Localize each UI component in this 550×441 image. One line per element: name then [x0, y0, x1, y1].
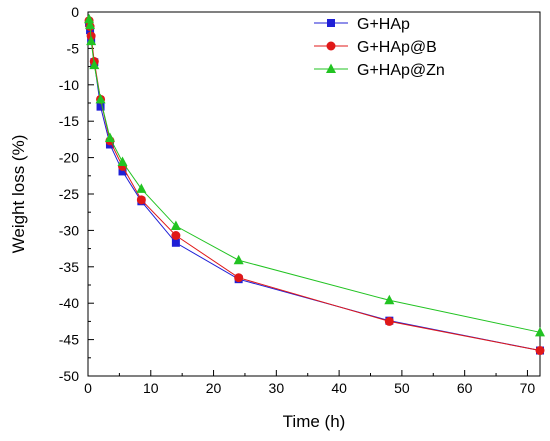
legend-marker [326, 41, 336, 51]
data-point [117, 156, 128, 166]
y-tick-label: -5 [67, 40, 80, 56]
y-tick-label: -50 [59, 368, 79, 384]
data-point [84, 13, 95, 24]
data-point [136, 195, 146, 205]
plot-frame [87, 11, 541, 377]
y-tick-label: -25 [59, 186, 79, 202]
y-tick-label: -30 [59, 222, 79, 238]
y-axis-title: Weight loss (%) [9, 135, 28, 254]
y-tick-label: -20 [59, 150, 79, 166]
data-point [535, 326, 545, 337]
x-tick-label: 10 [143, 380, 159, 396]
data-point [535, 346, 545, 356]
y-tick-label: -45 [59, 332, 79, 348]
x-tick-label: 30 [269, 380, 285, 396]
legend-marker [327, 19, 335, 27]
data-point [233, 254, 244, 265]
x-tick-label: 70 [520, 380, 536, 396]
x-tick-label: 20 [206, 380, 222, 396]
data-point [104, 132, 115, 142]
data-point [89, 59, 100, 70]
data-point [85, 19, 96, 30]
data-point [136, 183, 147, 193]
y-tick-label: 0 [71, 4, 79, 20]
data-point [170, 220, 181, 231]
axis-ticks: 0 10 20 30 40 50 60 70 0 -5 -10 -15 -20 -25 -30 -35 -40 -… [59, 4, 536, 396]
series-3 [84, 13, 545, 337]
data-point [95, 93, 106, 104]
y-tick-label: -40 [59, 295, 79, 311]
data-series [84, 13, 545, 356]
legend-marker [326, 63, 336, 73]
series-line [88, 20, 541, 352]
data-point [86, 35, 97, 46]
data-point [96, 102, 105, 111]
y-tick-label: -35 [59, 259, 79, 275]
data-point [384, 294, 395, 305]
legend-label: G+HAp@B [357, 39, 437, 56]
legend-label: G+HAp [357, 16, 410, 33]
data-point [171, 230, 181, 240]
x-tick-label: 60 [457, 380, 473, 396]
legend-label: G+HAp@Zn [357, 62, 445, 79]
x-tick-label: 40 [331, 380, 347, 396]
x-tick-label: 50 [394, 380, 410, 396]
series-line [88, 19, 541, 333]
legend: G+HAp G+HAp@B G+HAp@Zn [314, 16, 445, 79]
x-axis-title: Time (h) [283, 412, 346, 431]
series-line [88, 22, 541, 352]
data-point [234, 273, 244, 283]
data-point [171, 238, 180, 247]
data-point [118, 167, 127, 176]
y-tick-label: -15 [59, 113, 79, 129]
y-tick-label: -10 [59, 77, 79, 93]
data-point [384, 316, 394, 326]
series-2 [84, 16, 545, 356]
x-tick-label: 0 [84, 380, 92, 396]
